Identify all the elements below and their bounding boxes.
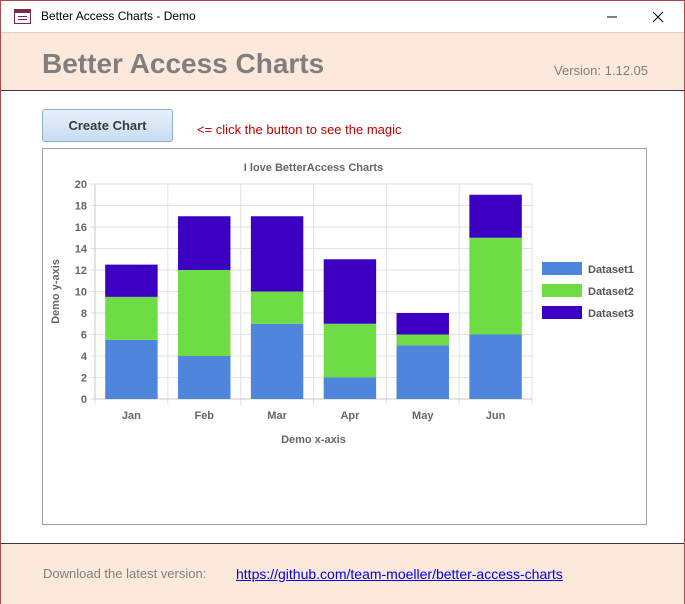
legend-swatch-dataset1 <box>542 262 582 275</box>
y-tick-label: 8 <box>81 308 87 320</box>
bar-dataset1-jun <box>469 334 522 399</box>
bar-dataset3-may <box>396 313 449 335</box>
minimize-button[interactable] <box>589 1 635 32</box>
bar-dataset2-feb <box>178 270 231 356</box>
legend-swatch-dataset2 <box>542 284 582 297</box>
legend-label-dataset2: Dataset2 <box>588 286 634 298</box>
y-tick-label: 18 <box>75 201 87 213</box>
x-tick-label: Jan <box>122 410 141 422</box>
y-tick-label: 0 <box>81 394 87 406</box>
legend-label-dataset3: Dataset3 <box>588 308 634 320</box>
legend-label-dataset1: Dataset1 <box>588 264 634 276</box>
hint-label: <= click the button to see the magic <box>197 122 402 137</box>
x-tick-label: Mar <box>267 410 287 422</box>
x-axis-label: Demo x-axis <box>281 434 346 446</box>
window-title: Better Access Charts - Demo <box>41 9 196 23</box>
bar-dataset3-jan <box>105 264 158 297</box>
create-chart-button[interactable]: Create Chart <box>42 109 173 142</box>
bar-dataset1-jan <box>105 339 158 399</box>
bar-dataset3-jun <box>469 194 522 238</box>
y-axis-label: Demo y-axis <box>50 259 62 324</box>
y-tick-label: 2 <box>81 373 87 385</box>
chart-container: I love BetterAccess Charts 0 2 4 6 8 10 12 14 16 1… <box>42 148 647 525</box>
bar-dataset2-jan <box>105 296 158 340</box>
title-bar: Better Access Charts - Demo <box>1 1 684 32</box>
bar-dataset1-apr <box>323 377 377 399</box>
x-tick-label: Feb <box>194 410 214 422</box>
download-link[interactable]: https://github.com/team-moeller/better-a… <box>236 566 563 582</box>
close-icon <box>652 11 664 22</box>
bar-dataset3-mar <box>250 216 304 292</box>
bar-dataset1-may <box>396 345 449 399</box>
y-tick-label: 4 <box>81 351 88 363</box>
form-icon <box>14 9 31 24</box>
version-label: Version: 1.12.05 <box>554 63 648 78</box>
x-tick-label: Jun <box>486 410 506 422</box>
legend-swatch-dataset3 <box>542 306 582 319</box>
y-tick-label: 14 <box>75 244 88 256</box>
form-header: Better Access Charts Version: 1.12.05 <box>1 32 684 91</box>
minimize-icon <box>607 16 617 17</box>
bar-dataset3-feb <box>178 216 231 270</box>
form-footer: Download the latest version: https://git… <box>1 543 684 604</box>
y-tick-label: 6 <box>81 330 87 342</box>
y-tick-label: 20 <box>75 179 87 191</box>
bar-dataset2-mar <box>250 291 304 324</box>
bar-dataset2-may <box>396 334 449 346</box>
y-tick-label: 12 <box>75 265 87 277</box>
chart-svg: I love BetterAccess Charts 0 2 4 6 8 10 12 14 16 1… <box>50 162 634 446</box>
download-label: Download the latest version: <box>43 566 207 581</box>
y-tick-label: 16 <box>75 222 87 234</box>
bar-dataset3-apr <box>323 259 377 324</box>
bar-dataset1-feb <box>178 356 231 399</box>
x-tick-label: Apr <box>340 410 360 422</box>
x-tick-label: May <box>412 410 434 422</box>
y-tick-label: 10 <box>75 287 87 299</box>
page-title: Better Access Charts <box>42 48 325 79</box>
bar-dataset2-apr <box>323 323 377 378</box>
close-button[interactable] <box>635 1 681 32</box>
bar-dataset1-mar <box>250 323 304 399</box>
chart-title: I love BetterAccess Charts <box>244 162 383 174</box>
bar-dataset2-jun <box>469 237 522 335</box>
